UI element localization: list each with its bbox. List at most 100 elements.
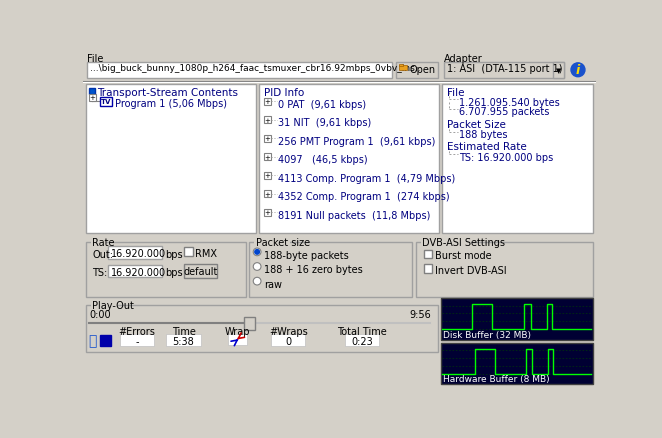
Circle shape [254,263,261,271]
Bar [264,135,271,142]
Text: Out:: Out: [92,249,113,259]
Text: +: + [265,136,271,142]
Text: 188 bytes: 188 bytes [459,130,508,140]
Text: 4352 Comp. Program 1  (274 kbps): 4352 Comp. Program 1 (274 kbps) [278,191,449,201]
Bar [100,335,111,346]
Bar [264,154,271,161]
Text: Wrap: Wrap [225,326,250,336]
Bar [107,247,162,259]
Bar [244,317,255,330]
Bar [91,300,117,307]
Text: 8191 Null packets  (11,8 Mbps): 8191 Null packets (11,8 Mbps) [278,210,430,220]
Text: bps: bps [165,268,183,278]
Circle shape [254,278,261,285]
Bar [271,334,305,346]
Bar [264,209,271,216]
Text: default: default [183,266,218,276]
Text: bps: bps [165,249,183,259]
Text: Packet size: Packet size [256,238,310,247]
Bar [86,305,438,352]
Bar [345,334,379,346]
Bar [399,65,402,67]
Text: Burst mode: Burst mode [434,251,491,261]
Text: File: File [87,54,104,64]
Bar [250,242,412,297]
Text: 1: ASI  (DTA-115 port 1): 1: ASI (DTA-115 port 1) [447,64,563,74]
Text: 0 PAT  (9,61 kbps): 0 PAT (9,61 kbps) [278,99,366,110]
Bar [420,237,471,244]
Circle shape [255,250,260,254]
Text: Program 1 (5,06 Mbps): Program 1 (5,06 Mbps) [115,99,226,109]
Bar [184,265,217,279]
Bar [100,98,112,107]
Text: ...\big_buck_bunny_1080p_h264_faac_tsmuxer_cbr16.92mbps_0vbv_ins..: ...\big_buck_bunny_1080p_h264_faac_tsmux… [90,64,420,73]
Bar [86,85,256,234]
Text: +: + [265,173,271,179]
Bar [396,63,438,79]
Bar [184,248,193,256]
Text: TS:: TS: [92,268,107,278]
Text: 6.707.955 packets: 6.707.955 packets [459,107,549,117]
Bar [91,237,105,244]
Bar [441,298,592,340]
Text: Total Time: Total Time [337,326,387,336]
Text: i: i [576,64,580,77]
Text: 5:38: 5:38 [173,336,195,346]
Bar [264,99,271,106]
Text: +: + [265,117,271,124]
Bar [264,191,271,198]
Text: +: + [265,99,271,105]
Text: 9:56: 9:56 [410,309,432,319]
Bar [254,237,290,244]
Text: Packet Size: Packet Size [447,120,506,129]
Bar [553,63,564,79]
Text: 0:23: 0:23 [351,336,373,346]
Bar [89,95,96,102]
Text: 4097   (46,5 kbps): 4097 (46,5 kbps) [278,155,367,165]
Text: 256 PMT Program 1  (9,61 kbps): 256 PMT Program 1 (9,61 kbps) [278,136,436,146]
Text: Hardware Buffer (8 MB): Hardware Buffer (8 MB) [443,374,549,383]
Bar [87,63,392,79]
Bar [89,335,95,346]
Text: +: + [265,191,271,197]
Circle shape [571,64,585,78]
Text: +: + [265,155,271,160]
Bar [444,63,564,79]
Text: 188-byte packets: 188-byte packets [264,250,349,260]
Text: 0: 0 [285,336,291,346]
Text: ▼: ▼ [556,67,561,74]
Bar [89,88,95,95]
Text: Open: Open [409,65,435,75]
Text: +: + [89,95,95,101]
Text: #Errors: #Errors [118,326,156,336]
Text: Invert DVB-ASI: Invert DVB-ASI [434,265,506,276]
Text: Rate: Rate [92,238,115,247]
Text: 1.261.095.540 bytes: 1.261.095.540 bytes [459,98,560,108]
Text: Adapter: Adapter [444,54,483,64]
Text: RMX: RMX [195,248,217,258]
Bar [424,250,432,258]
Text: Estimated Rate: Estimated Rate [447,141,527,152]
Circle shape [254,248,261,256]
Text: DVB-ASI Settings: DVB-ASI Settings [422,238,505,247]
Text: 4113 Comp. Program 1  (4,79 Mbps): 4113 Comp. Program 1 (4,79 Mbps) [278,173,455,183]
Text: raw: raw [264,279,282,289]
Bar [416,242,592,297]
Bar [424,265,432,273]
Text: +: + [265,210,271,216]
Bar [166,334,201,346]
Text: TV: TV [101,99,112,105]
Text: TS: 16.920.000 bps: TS: 16.920.000 bps [459,152,553,162]
Text: Transport-Stream Contents: Transport-Stream Contents [97,88,238,98]
Text: File: File [447,88,465,98]
Bar [120,334,154,346]
Text: 16.920.000: 16.920.000 [111,248,166,258]
Bar [441,343,592,385]
Bar [107,265,162,278]
Text: Play-Out: Play-Out [92,301,134,311]
Bar [264,173,271,179]
Text: Time: Time [171,326,195,336]
Bar [399,66,406,71]
Text: 31 NIT  (9,61 kbps): 31 NIT (9,61 kbps) [278,118,371,128]
Bar [228,335,247,345]
